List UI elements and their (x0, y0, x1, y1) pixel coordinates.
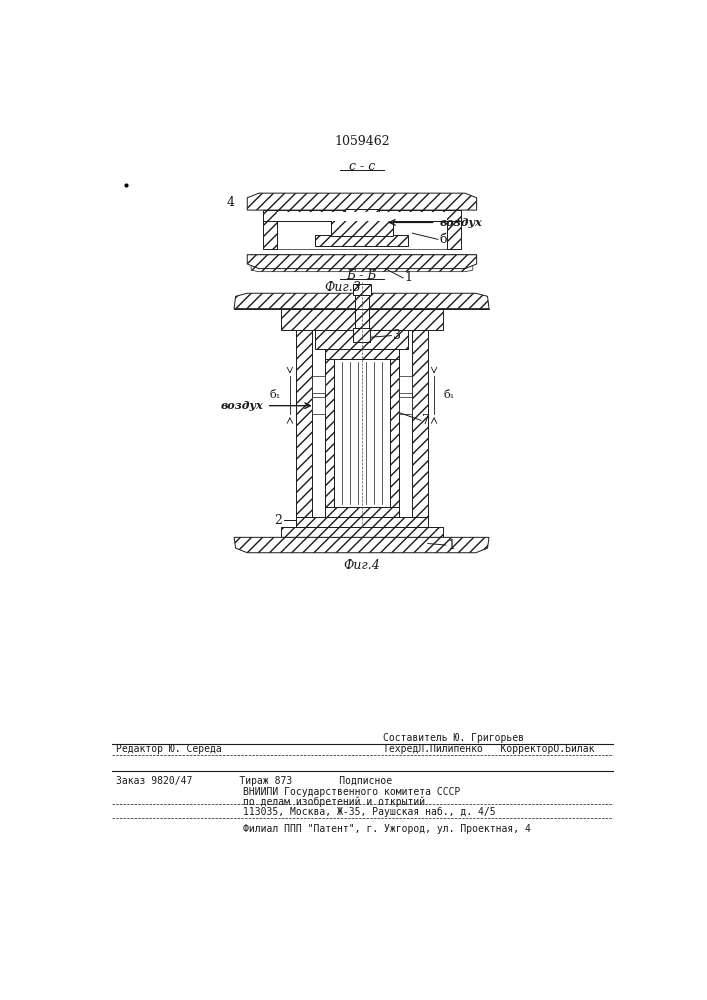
Bar (399, 376, 412, 393)
Bar (312, 376, 325, 393)
Text: ВНИИПИ Государственного комитета СССР: ВНИИПИ Государственного комитета СССР (243, 787, 461, 797)
Bar (325, 507, 399, 517)
Bar (296, 330, 312, 527)
Text: 3: 3 (393, 329, 401, 342)
Text: Филиал ППП "Патент", г. Ужгород, ул. Проектная, 4: Филиал ППП "Патент", г. Ужгород, ул. Про… (243, 824, 531, 834)
Bar (390, 349, 399, 517)
Bar (263, 210, 461, 221)
Text: 2: 2 (274, 514, 282, 527)
Bar (353, 284, 371, 295)
Text: 113035, Москва, Ж-35, Раушская наб., д. 4/5: 113035, Москва, Ж-35, Раушская наб., д. … (243, 806, 496, 817)
Bar (296, 517, 428, 527)
Bar (331, 220, 393, 235)
Polygon shape (247, 193, 477, 210)
Text: ТехредЛ.Пилипенко   КорректорО.Билак: ТехредЛ.Пилипенко КорректорО.Билак (383, 744, 595, 754)
Text: Заказ 9820/47        Тираж 873        Подписное: Заказ 9820/47 Тираж 873 Подписное (115, 776, 392, 786)
Text: б₁: б₁ (443, 390, 455, 400)
Text: Редактор Ю. Середа: Редактор Ю. Середа (115, 744, 221, 754)
Bar (312, 397, 325, 414)
Polygon shape (234, 537, 489, 553)
Text: Фиг.4: Фиг.4 (344, 559, 380, 572)
Text: воздух: воздух (221, 400, 264, 411)
Text: с - с: с - с (349, 160, 375, 173)
Bar (276, 212, 448, 221)
Text: воздух: воздух (440, 217, 482, 228)
Bar (325, 349, 334, 517)
Text: б: б (440, 233, 447, 246)
Bar (263, 210, 276, 249)
Bar (354, 328, 370, 342)
Bar (355, 295, 369, 330)
Text: б₁: б₁ (269, 390, 281, 400)
Text: Б - Б: Б - Б (346, 269, 378, 282)
Text: 4: 4 (226, 196, 234, 209)
Text: по делам изобретений и открытий: по делам изобретений и открытий (243, 796, 426, 807)
Bar (448, 210, 461, 249)
Text: Составитель Ю. Григорьев: Составитель Ю. Григорьев (383, 733, 524, 743)
Bar (276, 221, 448, 249)
Polygon shape (247, 255, 477, 272)
Bar (281, 527, 443, 537)
Text: Фиг.3: Фиг.3 (325, 281, 361, 294)
Text: 1: 1 (404, 271, 413, 284)
Text: 1059462: 1059462 (334, 135, 390, 148)
Bar (345, 209, 379, 220)
Polygon shape (247, 255, 477, 269)
Bar (315, 330, 409, 349)
Text: 1: 1 (448, 539, 455, 552)
Bar (399, 397, 412, 414)
Polygon shape (234, 293, 489, 309)
Bar (412, 330, 428, 527)
Text: 7: 7 (422, 414, 431, 427)
Bar (325, 349, 399, 359)
Bar (281, 309, 443, 330)
Bar (315, 235, 409, 246)
Bar (334, 359, 390, 507)
